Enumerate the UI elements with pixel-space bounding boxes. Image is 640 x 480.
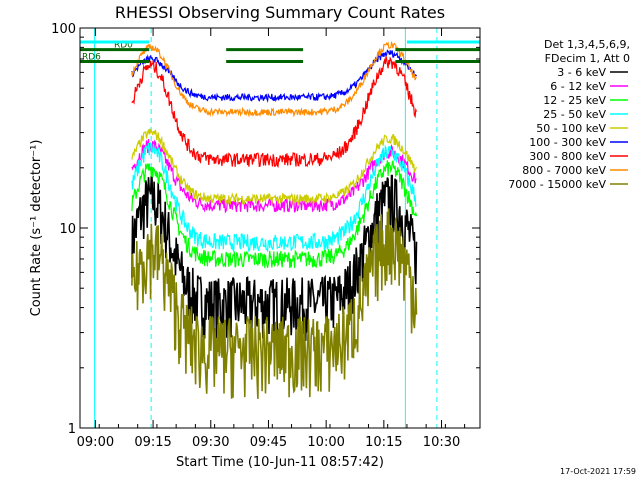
legend-entry-label: 6 - 12 keV — [550, 80, 606, 93]
x-tick-label: 10:15 — [365, 435, 402, 450]
x-tick-label: 09:15 — [134, 435, 171, 450]
axes-layer: 09:00 09:15 09:30 09:45 10:00 10:15 10:30 1 10 10… — [51, 22, 480, 450]
legend-entry-label: 800 - 7000 keV — [522, 164, 606, 177]
y-tick-label: 10 — [59, 222, 76, 237]
legend-entry-label: 50 - 100 keV — [536, 122, 606, 135]
x-tick-label: 10:30 — [423, 435, 460, 450]
timestamp: 17-Oct-2021 17:59 — [560, 467, 636, 476]
legend-entry-label: 300 - 800 keV — [529, 150, 606, 163]
legend-entry-label: 3 - 6 keV — [557, 66, 606, 79]
legend-entry-label: 7000 - 15000 keV — [508, 178, 606, 191]
legend: Det 1,3,4,5,6,9,FDecim 1, Att 03 - 6 keV… — [508, 38, 630, 191]
legend-header: Det 1,3,4,5,6,9, — [544, 38, 630, 51]
series-line-8 — [131, 40, 417, 118]
y-tick-label: 1 — [68, 422, 76, 437]
series-line-7 — [131, 56, 418, 168]
series-line-2 — [131, 138, 417, 214]
x-tick-label: 09:45 — [250, 435, 287, 450]
y-axis-label: Count Rate (s⁻¹ detector⁻¹) — [29, 140, 44, 317]
legend-header: FDecim 1, Att 0 — [545, 52, 630, 65]
band-label: RD6 — [82, 52, 101, 62]
series-line-3 — [131, 160, 418, 269]
x-axis-label: Start Time (10-Jun-11 08:57:42) — [176, 455, 384, 470]
legend-entry-label: 12 - 25 keV — [543, 94, 606, 107]
series-line-9 — [131, 208, 418, 399]
band-label: RD0 — [114, 41, 133, 51]
x-tick-label: 09:00 — [77, 435, 114, 450]
x-tick-label: 09:30 — [192, 435, 229, 450]
legend-entry-label: 25 - 50 keV — [543, 108, 606, 121]
plot-layer: RD0 RD6 — [80, 28, 480, 428]
legend-entry-label: 100 - 300 keV — [529, 136, 606, 149]
y-tick-label: 100 — [51, 22, 76, 37]
x-tick-label: 10:00 — [307, 435, 344, 450]
series-line-4 — [131, 142, 417, 254]
series-line-5 — [131, 128, 418, 206]
chart-title: RHESSI Observing Summary Count Rates — [115, 3, 445, 22]
